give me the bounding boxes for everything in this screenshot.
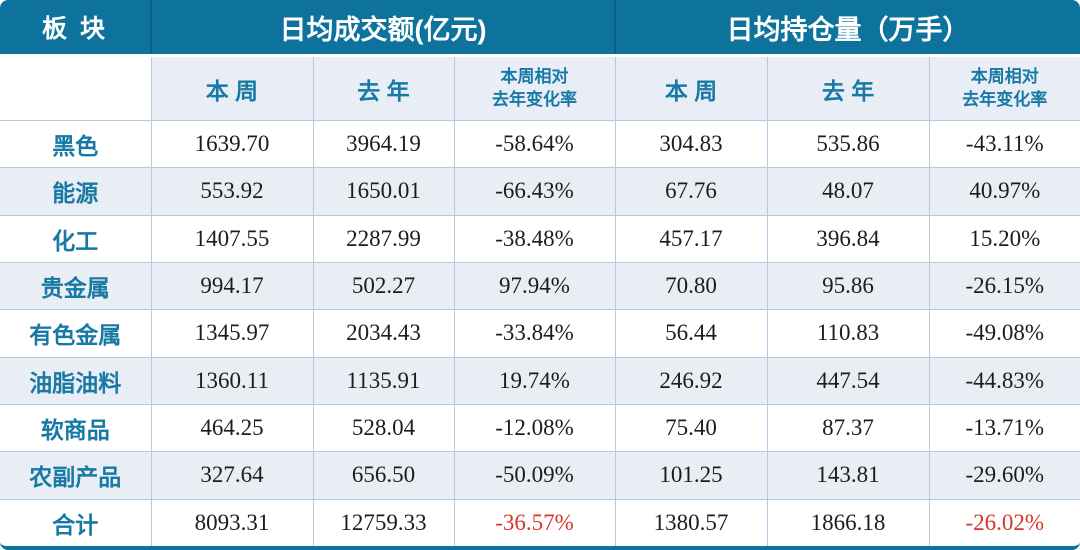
oi-change-value: -26.02% [928,498,1080,546]
sector-label: 贵金属 [0,261,152,311]
sector-label: 油脂油料 [0,356,152,405]
sector-label: 合计 [0,498,152,546]
oi-week-value: 101.25 [614,451,768,500]
subheader-change-line1: 本周相对 [500,66,569,86]
sector-label: 农副产品 [0,451,152,500]
row-precious-metals: 贵金属 994.17 502.27 97.94% 70.80 95.86 -26… [0,261,1080,311]
turnover-change-value: -58.64% [453,119,616,169]
turnover-change-value: -50.09% [453,451,616,500]
oi-lastyear-value: 87.37 [766,403,930,453]
turnover-change-value: -66.43% [453,167,616,216]
row-agricultural-products: 农副产品 327.64 656.50 -50.09% 101.25 143.81… [0,451,1080,500]
sector-label: 能源 [0,167,152,216]
oi-lastyear-value: 535.86 [766,119,930,169]
subheader-turnover-lastyear: 去 年 [312,55,455,121]
turnover-week-value: 1360.11 [150,356,314,405]
turnover-week-value: 464.25 [150,403,314,453]
subheader-change-line2: 去年变化率 [962,89,1048,109]
turnover-change-value: -33.84% [453,309,616,358]
oi-change-value: 40.97% [928,167,1080,216]
turnover-week-value: 553.92 [150,167,314,216]
row-oils-oilseeds: 油脂油料 1360.11 1135.91 19.74% 246.92 447.5… [0,356,1080,405]
row-chemicals: 化工 1407.55 2287.99 -38.48% 457.17 396.84… [0,214,1080,263]
oi-change-value: -26.15% [928,261,1080,311]
turnover-week-value: 327.64 [150,451,314,500]
subheader-turnover-change: 本周相对 去年变化率 [453,55,616,121]
turnover-week-value: 1345.97 [150,309,314,358]
turnover-lastyear-value: 2034.43 [312,309,455,358]
corner-header-sector: 板 块 [0,0,151,57]
turnover-lastyear-value: 12759.33 [312,498,455,546]
turnover-change-value: 97.94% [453,261,616,311]
oi-week-value: 1380.57 [614,498,768,546]
oi-change-value: -49.08% [928,309,1080,358]
turnover-lastyear-value: 1135.91 [312,356,455,405]
table-group-header-row: 板 块 日均成交额(亿元) 日均持仓量（万手） [0,0,1080,57]
turnover-change-value: 19.74% [453,356,616,405]
oi-lastyear-value: 396.84 [766,214,930,263]
subheader-turnover-week: 本 周 [150,55,314,121]
turnover-change-value: -12.08% [453,403,616,453]
group-header-open-interest: 日均持仓量（万手） [614,0,1080,57]
oi-lastyear-value: 1866.18 [766,498,930,546]
row-energy: 能源 553.92 1650.01 -66.43% 67.76 48.07 40… [0,167,1080,216]
oi-week-value: 246.92 [614,356,768,405]
subheader-oi-week: 本 周 [614,55,768,121]
subheader-oi-change: 本周相对 去年变化率 [928,55,1080,121]
group-header-turnover: 日均成交额(亿元) [149,0,616,57]
sector-label: 软商品 [0,403,152,453]
oi-change-value: 15.20% [928,214,1080,263]
turnover-lastyear-value: 2287.99 [312,214,455,263]
oi-lastyear-value: 48.07 [766,167,930,216]
oi-week-value: 304.83 [614,119,768,169]
subheader-change-line2: 去年变化率 [492,89,577,109]
oi-change-value: -13.71% [928,403,1080,453]
turnover-lastyear-value: 656.50 [312,451,455,500]
oi-lastyear-value: 110.83 [766,309,930,358]
subheader-change-line1: 本周相对 [970,66,1039,86]
sector-label: 有色金属 [0,309,152,358]
oi-lastyear-value: 95.86 [766,261,930,311]
turnover-week-value: 1407.55 [150,214,314,263]
turnover-lastyear-value: 502.27 [312,261,455,311]
turnover-lastyear-value: 1650.01 [312,167,455,216]
row-nonferrous-metals: 有色金属 1345.97 2034.43 -33.84% 56.44 110.8… [0,309,1080,358]
oi-week-value: 56.44 [614,309,768,358]
turnover-week-value: 994.17 [150,261,314,311]
row-black: 黑色 1639.70 3964.19 -58.64% 304.83 535.86… [0,119,1080,169]
oi-change-value: -44.83% [928,356,1080,405]
turnover-change-value: -38.48% [453,214,616,263]
subheader-oi-lastyear: 去 年 [766,55,930,121]
oi-week-value: 70.80 [614,261,768,311]
turnover-lastyear-value: 528.04 [312,403,455,453]
turnover-week-value: 8093.31 [150,498,314,546]
turnover-week-value: 1639.70 [150,119,314,169]
blank-subheader-cell [0,55,152,121]
oi-change-value: -43.11% [928,119,1080,169]
oi-week-value: 67.76 [614,167,768,216]
table-sub-header-row: 本 周 去 年 本周相对 去年变化率 本 周 去 年 本周相对 去年变化率 [0,55,1080,121]
sector-label: 化工 [0,214,152,263]
row-soft-commodities: 软商品 464.25 528.04 -12.08% 75.40 87.37 -1… [0,403,1080,453]
oi-week-value: 457.17 [614,214,768,263]
row-total: 合计 8093.31 12759.33 -36.57% 1380.57 1866… [0,498,1080,546]
oi-lastyear-value: 447.54 [766,356,930,405]
oi-lastyear-value: 143.81 [766,451,930,500]
turnover-lastyear-value: 3964.19 [312,119,455,169]
oi-week-value: 75.40 [614,403,768,453]
oi-change-value: -29.60% [928,451,1080,500]
turnover-change-value: -36.57% [453,498,616,546]
sector-label: 黑色 [0,119,152,169]
